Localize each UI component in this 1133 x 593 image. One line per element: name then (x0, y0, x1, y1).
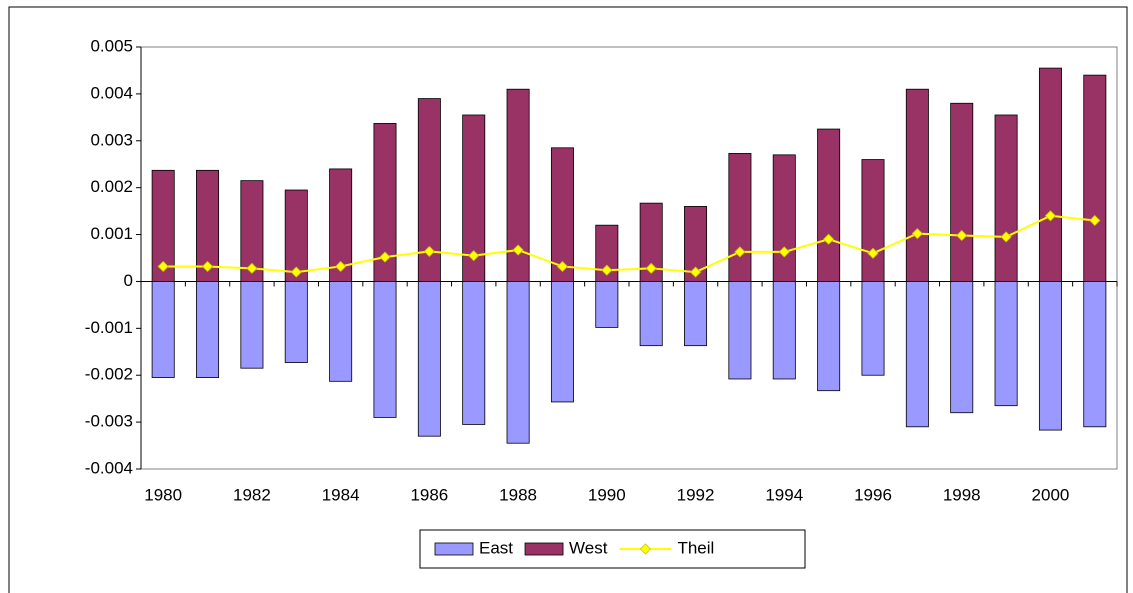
bar (595, 281, 619, 328)
bar (817, 281, 841, 392)
bar (684, 281, 708, 347)
bar (506, 88, 530, 282)
bar (417, 98, 441, 282)
bar (639, 202, 663, 282)
bar (728, 281, 752, 380)
bar (284, 281, 308, 363)
legend-box (419, 529, 806, 569)
theil-marker (689, 266, 702, 278)
bar (151, 169, 175, 282)
bar (1038, 67, 1062, 282)
y-tick-label: -0.002 (85, 365, 133, 384)
y-tick-label: -0.003 (85, 412, 133, 431)
y-tick-label: -0.001 (85, 318, 133, 337)
bar (284, 189, 308, 282)
theil-marker (556, 260, 569, 273)
theil-marker (512, 244, 524, 256)
legend-marker (639, 543, 652, 555)
bar (728, 153, 752, 282)
theil-marker (290, 266, 302, 278)
theil-marker (645, 262, 657, 274)
theil-marker (1000, 231, 1012, 243)
theil-marker (201, 260, 214, 273)
x-tick-label: 1998 (943, 485, 981, 504)
y-tick-label: 0 (124, 271, 133, 290)
bar (684, 206, 708, 282)
x-tick-label: 1990 (588, 485, 626, 504)
bar (550, 281, 574, 403)
bar (950, 102, 974, 282)
legend-label: East (479, 538, 513, 557)
bar (1038, 281, 1062, 431)
theil-marker (1044, 210, 1057, 222)
bar (373, 123, 397, 282)
theil-marker (911, 228, 923, 240)
bar (1083, 281, 1107, 428)
y-tick-label: 0.004 (90, 83, 133, 102)
x-tick-label: 2000 (1032, 485, 1070, 504)
bar (994, 281, 1018, 407)
bar (240, 180, 264, 282)
bar (861, 159, 885, 282)
theil-marker (956, 229, 968, 242)
bar (595, 224, 619, 282)
bar (905, 281, 929, 428)
y-tick-label: -0.004 (85, 458, 133, 477)
bar (329, 168, 353, 282)
bar (506, 281, 530, 444)
bar (905, 88, 929, 282)
bar (772, 154, 796, 282)
theil-marker (335, 260, 347, 273)
bar (817, 128, 841, 282)
bar (151, 281, 175, 378)
legend-label: Theil (677, 538, 714, 557)
x-tick-label: 1986 (410, 485, 448, 504)
y-tick-label: 0.003 (90, 130, 133, 149)
theil-marker (157, 260, 169, 273)
legend-swatch (434, 542, 474, 556)
chart-frame (8, 6, 1128, 593)
x-tick-label: 1994 (765, 485, 803, 504)
bar (196, 281, 220, 378)
bar (950, 281, 974, 414)
theil-marker (734, 246, 746, 258)
bar (462, 281, 486, 425)
bar (1083, 74, 1107, 282)
bar (196, 169, 220, 282)
bar (417, 281, 441, 437)
theil-line (163, 214, 1095, 274)
bar (994, 114, 1018, 282)
x-tick-label: 1980 (144, 485, 182, 504)
theil-marker (601, 264, 613, 276)
x-tick-label: 1988 (499, 485, 537, 504)
bar (861, 281, 885, 376)
y-tick-label: 0.005 (90, 36, 133, 55)
bar (772, 281, 796, 380)
legend-label: West (569, 538, 608, 557)
bar (373, 281, 397, 418)
x-tick-label: 1982 (233, 485, 271, 504)
bar (329, 281, 353, 382)
theil-marker (468, 250, 480, 262)
theil-marker (246, 262, 258, 274)
theil-marker (1089, 214, 1101, 227)
x-tick-label: 1984 (322, 485, 360, 504)
theil-marker (867, 247, 879, 259)
bar (462, 114, 486, 282)
bar (639, 281, 663, 347)
theil-marker (823, 233, 835, 245)
theil-marker (379, 251, 391, 263)
theil-marker (778, 246, 790, 258)
legend-swatch (524, 542, 564, 556)
theil-marker (423, 245, 435, 258)
bar (550, 147, 574, 282)
y-tick-label: 0.001 (90, 224, 133, 243)
x-tick-label: 1996 (854, 485, 892, 504)
y-tick-label: 0.002 (90, 177, 133, 196)
x-tick-label: 1992 (677, 485, 715, 504)
bar (240, 281, 264, 369)
